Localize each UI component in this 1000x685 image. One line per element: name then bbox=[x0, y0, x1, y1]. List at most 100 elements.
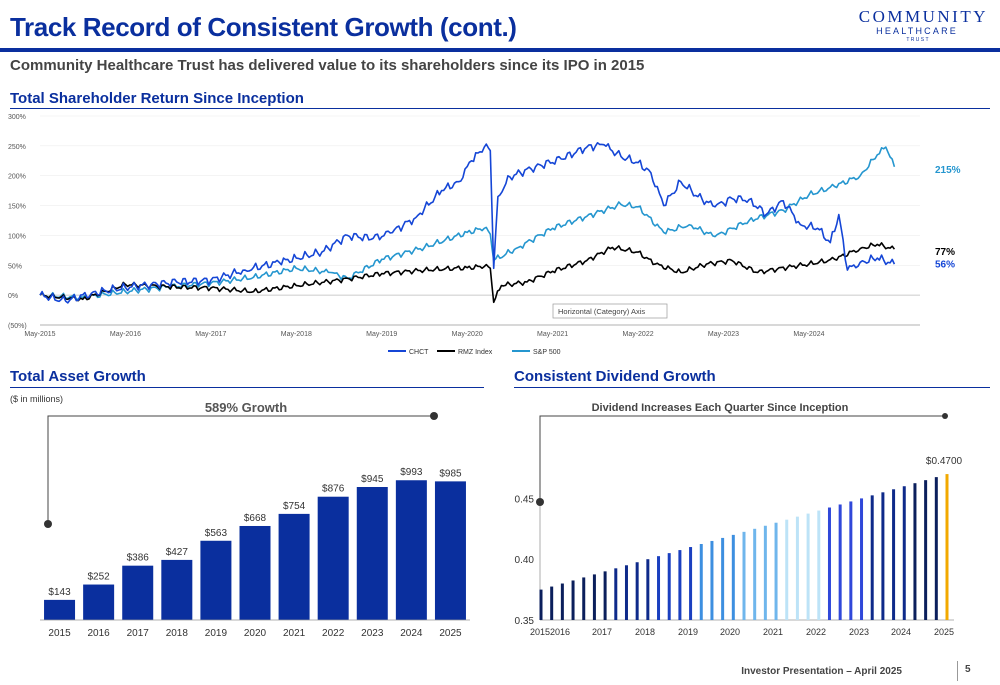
dividend-bar bbox=[924, 480, 928, 620]
dividend-bar bbox=[913, 483, 917, 620]
tsr-axis-tooltip: Horizontal (Category) Axis bbox=[558, 307, 645, 316]
asset-x-tick: 2015 bbox=[48, 628, 71, 639]
tsr-x-tick: May-2019 bbox=[366, 331, 397, 338]
dividend-bar bbox=[721, 537, 725, 620]
dividend-y-tick: 0.45 bbox=[515, 494, 535, 505]
legend-label: CHCT bbox=[409, 349, 429, 356]
dividend-section-title: Consistent Dividend Growth bbox=[514, 368, 716, 385]
tsr-section-title: Total Shareholder Return Since Inception bbox=[10, 90, 304, 107]
dividend-x-tick: 2018 bbox=[635, 627, 655, 637]
asset-x-tick: 2018 bbox=[166, 628, 189, 639]
tsr-x-tick: May-2015 bbox=[24, 331, 55, 338]
tsr-end-label: 215% bbox=[935, 165, 961, 176]
asset-x-tick: 2019 bbox=[205, 628, 228, 639]
dividend-latest-label: $0.4700 bbox=[926, 456, 963, 467]
tsr-x-tick: May-2016 bbox=[110, 331, 141, 338]
page-number: 5 bbox=[965, 664, 971, 675]
dividend-bar bbox=[892, 489, 896, 620]
asset-bar-label: $993 bbox=[400, 467, 423, 478]
dividend-bar-chart: 0.45 0.40 0.35 Dividend Increases Each Quar… bbox=[515, 402, 963, 637]
dividend-x-tick: 2016 bbox=[550, 627, 570, 637]
dividend-bracket bbox=[539, 415, 945, 502]
tsr-line-chart: 300% 250% 200% 150% 100% 50% 0% (50%)May-2015 Ma… bbox=[8, 114, 961, 356]
asset-bar-label: $985 bbox=[439, 468, 462, 479]
tsr-x-tick: May-2018 bbox=[281, 331, 312, 338]
dividend-bar bbox=[934, 477, 938, 620]
growth-bracket-start-dot bbox=[44, 520, 52, 528]
tsr-end-label: 56% bbox=[935, 260, 955, 271]
asset-x-tick: 2017 bbox=[127, 628, 150, 639]
dividend-bar bbox=[592, 574, 596, 620]
dividend-bar bbox=[657, 556, 661, 620]
tsr-x-tick: May-2023 bbox=[708, 331, 739, 338]
asset-bar-label: $563 bbox=[205, 528, 228, 539]
dividend-bar bbox=[742, 531, 746, 620]
legend-label: S&P 500 bbox=[533, 349, 561, 356]
dividend-bar bbox=[635, 562, 639, 620]
asset-bar-label: $252 bbox=[88, 572, 111, 583]
dividend-bar bbox=[795, 516, 799, 620]
asset-bar bbox=[395, 480, 427, 620]
dividend-bar bbox=[870, 495, 874, 620]
dividend-bar bbox=[667, 553, 671, 620]
asset-bar-label: $386 bbox=[127, 553, 150, 564]
dividend-bar bbox=[838, 504, 842, 620]
tsr-x-tick: May-2020 bbox=[452, 331, 483, 338]
dividend-bracket-start-dot bbox=[536, 498, 544, 506]
tsr-end-label: 77% bbox=[935, 247, 955, 258]
tsr-series-s-p-500 bbox=[39, 146, 896, 301]
tsr-y-tick: 50% bbox=[8, 263, 22, 270]
dividend-bar bbox=[614, 568, 618, 620]
asset-bar bbox=[278, 513, 310, 620]
dividend-bar bbox=[945, 474, 949, 620]
logo-healthcare: HEALTHCARE bbox=[876, 26, 958, 36]
asset-x-tick: 2025 bbox=[439, 628, 462, 639]
dividend-section-rule bbox=[514, 387, 990, 388]
dividend-bar bbox=[881, 492, 885, 620]
dividend-bracket-end-dot bbox=[942, 413, 948, 419]
dividend-bar bbox=[817, 510, 821, 620]
asset-x-tick: 2023 bbox=[361, 628, 384, 639]
title-rule bbox=[0, 48, 1000, 52]
asset-bar-label: $143 bbox=[48, 587, 71, 598]
asset-bar bbox=[161, 559, 193, 620]
tsr-section-rule bbox=[10, 108, 990, 109]
tsr-y-tick: (50%) bbox=[8, 323, 27, 330]
tsr-series-rmz-index bbox=[39, 242, 896, 304]
dividend-annotation: Dividend Increases Each Quarter Since In… bbox=[592, 402, 849, 414]
asset-bar bbox=[356, 487, 388, 620]
asset-bar-label: $754 bbox=[283, 501, 306, 512]
asset-bar bbox=[200, 540, 232, 620]
dividend-x-tick: 2024 bbox=[891, 627, 911, 637]
tsr-y-tick: 0% bbox=[8, 293, 18, 300]
dividend-bar bbox=[763, 525, 767, 620]
asset-bar bbox=[44, 599, 76, 620]
dividend-x-tick: 2022 bbox=[806, 627, 826, 637]
asset-bar-label: $876 bbox=[322, 484, 345, 495]
dividend-bar bbox=[624, 565, 628, 620]
asset-bar-label: $945 bbox=[361, 474, 384, 485]
dividend-bar bbox=[582, 577, 586, 620]
tsr-y-tick: 150% bbox=[8, 204, 26, 211]
tsr-y-tick: 200% bbox=[8, 174, 26, 181]
dividend-bar bbox=[774, 522, 778, 620]
asset-bar-label: $668 bbox=[244, 513, 267, 524]
footer-separator bbox=[957, 661, 958, 681]
growth-bracket-end-dot bbox=[430, 412, 438, 420]
asset-x-tick: 2020 bbox=[244, 628, 267, 639]
dividend-bar bbox=[646, 559, 650, 620]
dividend-x-tick: 2019 bbox=[678, 627, 698, 637]
tsr-y-tick: 250% bbox=[8, 144, 26, 151]
tsr-x-tick: May-2024 bbox=[793, 331, 824, 338]
footer-text: Investor Presentation – April 2025 bbox=[741, 666, 902, 677]
tsr-x-tick: May-2022 bbox=[622, 331, 653, 338]
page-title: Track Record of Consistent Growth (cont.… bbox=[10, 12, 517, 42]
asset-bar-chart: 589% Growth $143 2015 $252 2016 $386 2017 $427 2… bbox=[40, 400, 470, 639]
asset-bar bbox=[434, 481, 466, 620]
dividend-bar bbox=[753, 528, 757, 620]
dividend-bar bbox=[849, 501, 853, 620]
dividend-bar bbox=[806, 513, 810, 620]
asset-bar-label: $427 bbox=[166, 547, 189, 558]
dividend-bar bbox=[603, 571, 607, 620]
growth-bracket bbox=[47, 415, 434, 524]
